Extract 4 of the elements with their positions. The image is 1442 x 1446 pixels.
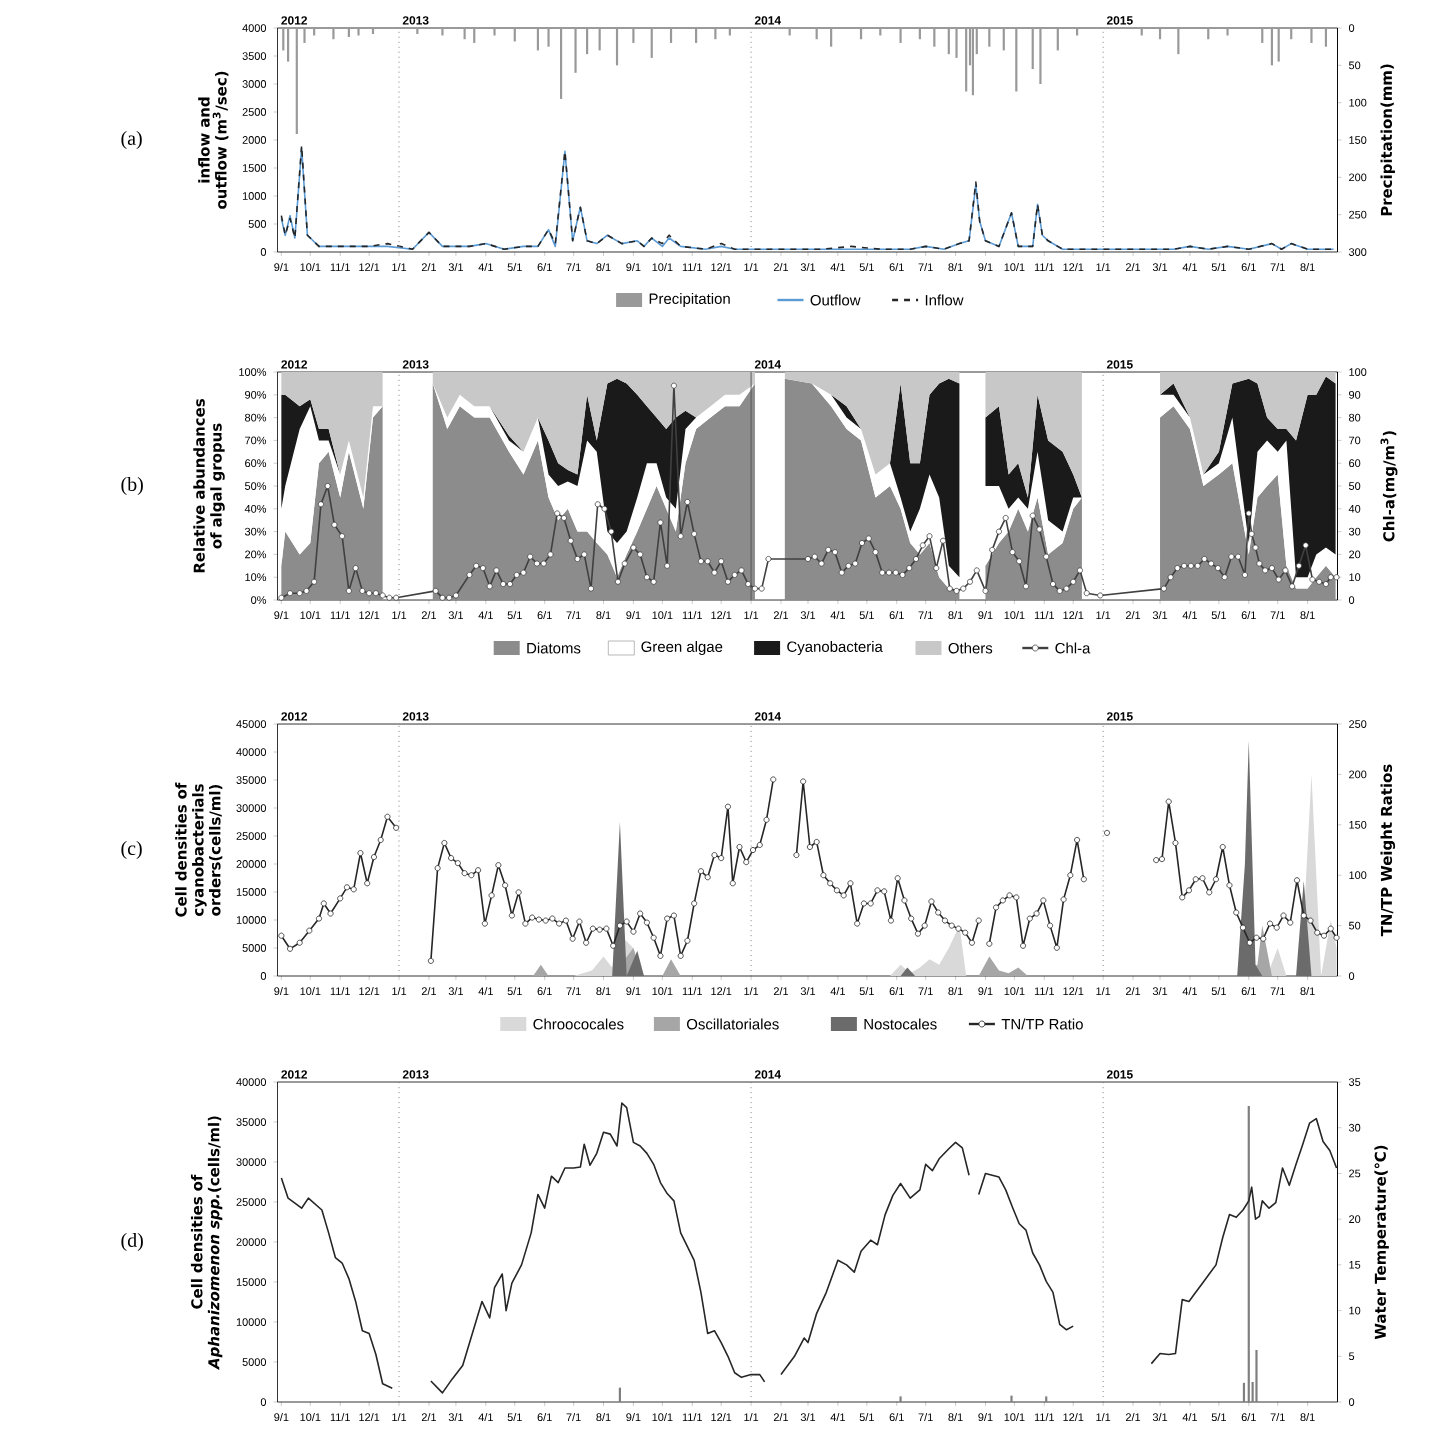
text: (a) <box>121 130 143 150</box>
text: (d) <box>121 1232 144 1252</box>
text: (b) <box>121 476 144 496</box>
text: (c) <box>121 840 143 860</box>
